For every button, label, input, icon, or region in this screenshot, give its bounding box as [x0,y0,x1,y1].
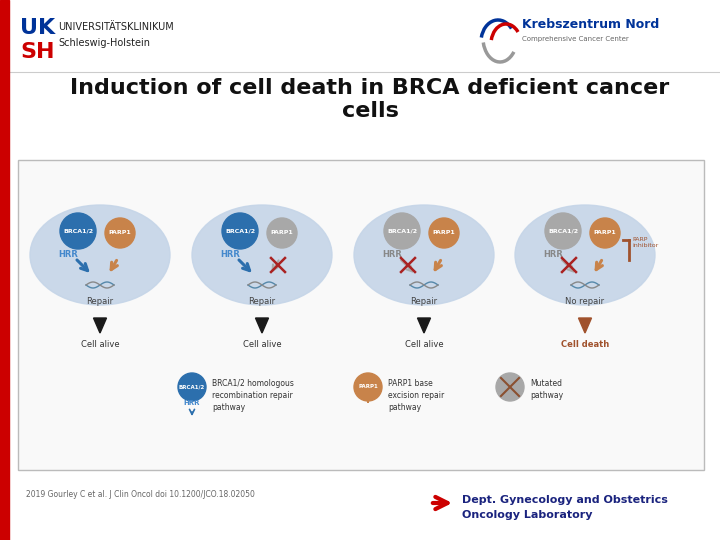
Text: Cell alive: Cell alive [243,340,282,349]
Text: PARP
inhibitor: PARP inhibitor [632,237,658,248]
Text: PARP1: PARP1 [593,231,616,235]
Polygon shape [94,318,107,333]
Circle shape [178,373,206,401]
Text: 2019 Gourley C et al. J Clin Oncol doi 10.1200/JCO.18.02050: 2019 Gourley C et al. J Clin Oncol doi 1… [26,490,255,499]
Text: Induction of cell death in BRCA deficient cancer: Induction of cell death in BRCA deficien… [71,78,670,98]
Text: Oncology Laboratory: Oncology Laboratory [462,510,593,520]
Text: Krebszentrum Nord: Krebszentrum Nord [522,18,660,31]
Text: BRCA1/2: BRCA1/2 [548,228,578,233]
Text: PARP1: PARP1 [358,384,378,389]
Text: PARP1 base
excision repair
pathway: PARP1 base excision repair pathway [388,379,444,411]
Circle shape [222,213,258,249]
Text: Repair: Repair [248,297,276,306]
Polygon shape [578,318,592,333]
Bar [0,0,9,540]
Circle shape [267,218,297,248]
Text: Repair: Repair [410,297,438,306]
Text: Repair: Repair [86,297,114,306]
Text: BRCA1/2: BRCA1/2 [179,384,205,389]
Text: PARP1: PARP1 [109,231,131,235]
Text: cells: cells [341,101,398,121]
Polygon shape [256,318,269,333]
Circle shape [496,373,524,401]
Ellipse shape [30,205,170,305]
Text: PARP1: PARP1 [271,231,293,235]
Text: Cell alive: Cell alive [405,340,444,349]
Text: HRR: HRR [184,400,200,406]
Circle shape [384,213,420,249]
Text: BRCA1/2 homologous
recombination repair
pathway: BRCA1/2 homologous recombination repair … [212,379,294,411]
Text: HRR: HRR [58,250,78,259]
Circle shape [60,213,96,249]
Text: HRR: HRR [220,250,240,259]
Text: UNIVERSITÄTSKLINIKUM: UNIVERSITÄTSKLINIKUM [58,22,174,32]
Text: BRCA1/2: BRCA1/2 [225,228,255,233]
Ellipse shape [354,205,494,305]
Text: Cell death: Cell death [561,340,609,349]
Text: PARP1: PARP1 [433,231,455,235]
Circle shape [105,218,135,248]
Text: BRCA1/2: BRCA1/2 [387,228,417,233]
Circle shape [590,218,620,248]
Text: BRCA1/2: BRCA1/2 [63,228,93,233]
Circle shape [429,218,459,248]
Text: Comprehensive Cancer Center: Comprehensive Cancer Center [522,36,629,42]
Polygon shape [418,318,431,333]
Text: UK: UK [20,18,55,38]
Text: SH: SH [20,42,55,62]
Ellipse shape [192,205,332,305]
FancyBboxPatch shape [18,160,704,470]
Text: Schleswig-Holstein: Schleswig-Holstein [58,38,150,48]
Text: HRR: HRR [382,250,402,259]
Text: Dept. Gynecology and Obstetrics: Dept. Gynecology and Obstetrics [462,495,668,505]
Text: Mutated
pathway: Mutated pathway [530,379,563,400]
Ellipse shape [515,205,655,305]
Text: HRR: HRR [543,250,563,259]
Circle shape [545,213,581,249]
Text: Cell alive: Cell alive [81,340,120,349]
Circle shape [354,373,382,401]
Text: No repair: No repair [565,297,605,306]
